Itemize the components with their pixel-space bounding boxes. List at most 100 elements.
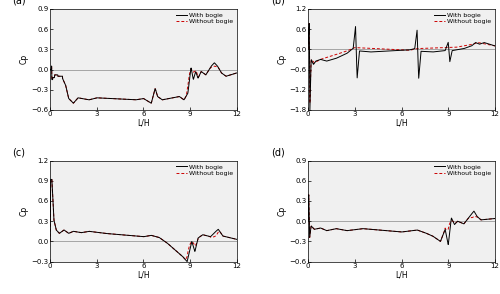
- With bogie: [166, 243, 172, 247]
- X-axis label: L/H: L/H: [137, 270, 150, 279]
- Without bogie: [234, 71, 240, 75]
- With bogie: [160, 239, 166, 242]
- With bogie: [306, 22, 312, 25]
- Without bogie: [414, 228, 420, 232]
- With bogie: [160, 98, 166, 101]
- Without bogie: [414, 47, 420, 50]
- With bogie: [448, 225, 454, 229]
- Without bogie: [466, 216, 472, 220]
- X-axis label: L/H: L/H: [395, 119, 408, 128]
- Without bogie: [208, 66, 214, 69]
- Without bogie: [160, 239, 166, 242]
- Without bogie: [47, 68, 53, 71]
- Without bogie: [448, 220, 454, 224]
- With bogie: [307, 108, 313, 112]
- With bogie: [208, 234, 214, 238]
- Without bogie: [466, 43, 472, 47]
- With bogie: [47, 68, 53, 71]
- Without bogie: [166, 97, 172, 100]
- With bogie: [424, 50, 430, 54]
- With bogie: [414, 29, 420, 32]
- With bogie: [466, 45, 472, 49]
- Without bogie: [316, 226, 322, 230]
- With bogie: [58, 230, 64, 233]
- Without bogie: [182, 258, 188, 262]
- Line: With bogie: With bogie: [308, 195, 495, 245]
- With bogie: [208, 64, 214, 68]
- Text: (a): (a): [12, 0, 26, 6]
- Text: (d): (d): [270, 148, 284, 158]
- Without bogie: [305, 48, 311, 51]
- Without bogie: [306, 22, 312, 25]
- With bogie: [234, 238, 240, 241]
- With bogie: [48, 178, 54, 181]
- Without bogie: [47, 240, 53, 243]
- Without bogie: [492, 44, 498, 48]
- Without bogie: [166, 243, 172, 247]
- Without bogie: [492, 217, 498, 220]
- Line: Without bogie: Without bogie: [50, 179, 237, 260]
- X-axis label: L/H: L/H: [395, 270, 408, 279]
- With bogie: [448, 58, 454, 61]
- With bogie: [184, 260, 190, 263]
- With bogie: [306, 193, 312, 197]
- Without bogie: [48, 64, 54, 68]
- With bogie: [189, 71, 195, 75]
- Line: Without bogie: Without bogie: [308, 24, 495, 103]
- With bogie: [419, 230, 425, 233]
- Text: (b): (b): [270, 0, 284, 6]
- Line: Without bogie: Without bogie: [50, 66, 237, 103]
- With bogie: [305, 219, 311, 223]
- With bogie: [466, 215, 472, 218]
- With bogie: [317, 58, 323, 61]
- Without bogie: [190, 240, 196, 244]
- With bogie: [58, 74, 64, 78]
- With bogie: [419, 50, 425, 53]
- Y-axis label: Cp: Cp: [278, 206, 286, 216]
- Line: With bogie: With bogie: [50, 63, 237, 103]
- Text: (c): (c): [12, 148, 26, 158]
- Without bogie: [234, 238, 240, 241]
- With bogie: [316, 226, 322, 230]
- Line: Without bogie: Without bogie: [308, 195, 495, 241]
- With bogie: [47, 240, 53, 243]
- With bogie: [445, 243, 451, 246]
- Without bogie: [58, 74, 64, 78]
- Without bogie: [70, 101, 76, 105]
- With bogie: [492, 44, 498, 48]
- Without bogie: [208, 235, 214, 239]
- Without bogie: [438, 240, 444, 243]
- With bogie: [414, 228, 420, 232]
- Y-axis label: Cp: Cp: [20, 206, 28, 216]
- Without bogie: [156, 235, 162, 239]
- Without bogie: [419, 230, 425, 233]
- With bogie: [166, 97, 172, 100]
- Y-axis label: Cp: Cp: [278, 54, 286, 64]
- Without bogie: [58, 230, 64, 233]
- Without bogie: [424, 46, 430, 50]
- With bogie: [305, 48, 311, 51]
- Without bogie: [161, 98, 167, 101]
- Without bogie: [306, 193, 312, 197]
- Without bogie: [190, 69, 196, 72]
- With bogie: [492, 217, 498, 220]
- Without bogie: [305, 219, 311, 223]
- Line: With bogie: With bogie: [308, 24, 495, 110]
- Without bogie: [448, 46, 454, 49]
- Legend: With bogie, Without bogie: With bogie, Without bogie: [434, 12, 492, 25]
- X-axis label: L/H: L/H: [137, 119, 150, 128]
- With bogie: [156, 235, 162, 239]
- Without bogie: [424, 232, 430, 235]
- Y-axis label: Cp: Cp: [20, 54, 28, 64]
- Without bogie: [419, 47, 425, 50]
- Without bogie: [317, 58, 323, 61]
- With bogie: [424, 232, 430, 235]
- With bogie: [70, 101, 76, 105]
- With bogie: [234, 71, 240, 75]
- Legend: With bogie, Without bogie: With bogie, Without bogie: [434, 164, 492, 177]
- Legend: With bogie, Without bogie: With bogie, Without bogie: [176, 12, 234, 25]
- With bogie: [190, 241, 196, 245]
- Legend: With bogie, Without bogie: With bogie, Without bogie: [176, 164, 234, 177]
- Without bogie: [307, 101, 313, 105]
- Without bogie: [156, 96, 162, 99]
